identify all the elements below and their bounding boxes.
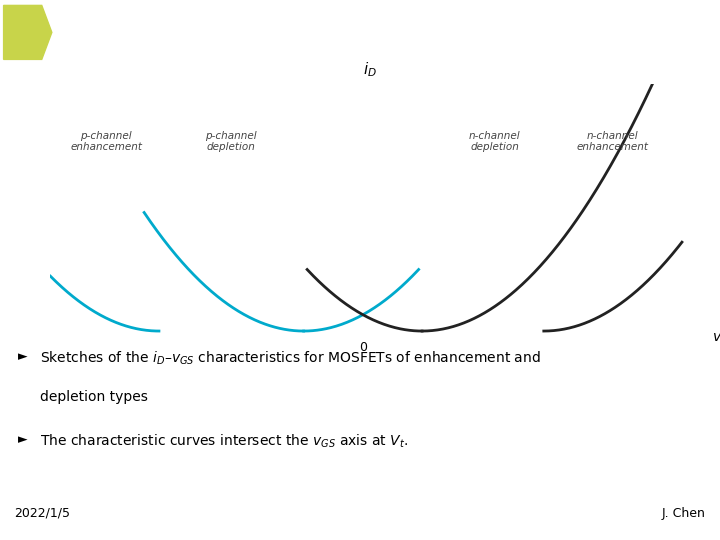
Text: J. Chen: J. Chen: [662, 507, 706, 519]
Text: $v_{GS}$: $v_{GS}$: [711, 332, 720, 346]
Text: $i_D$: $i_D$: [362, 60, 377, 79]
Text: p-channel
depletion: p-channel depletion: [205, 131, 257, 152]
Text: p-channel
enhancement: p-channel enhancement: [71, 131, 143, 152]
Text: Sketches of the $i_D$–$v_{GS}$ characteristics for MOSFETs of enhancement and: Sketches of the $i_D$–$v_{GS}$ character…: [40, 350, 541, 367]
Polygon shape: [4, 5, 52, 59]
Text: 2022/1/5: 2022/1/5: [14, 507, 71, 519]
Text: The characteristic curves intersect the $v_{GS}$ axis at $V_t$.: The characteristic curves intersect the …: [40, 433, 408, 450]
Text: n-channel
depletion: n-channel depletion: [469, 131, 521, 152]
Text: ►: ►: [18, 433, 27, 446]
Text: depletion types: depletion types: [40, 390, 148, 404]
Text: 4.11 The $\mathit{i_D}$–$\mathit{v_{GS}}$ characteristic in saturation: 4.11 The $\mathit{i_D}$–$\mathit{v_{GS}}…: [54, 21, 555, 44]
Text: 79: 79: [680, 25, 702, 40]
Text: n-channel
enhancement: n-channel enhancement: [577, 131, 649, 152]
Text: ►: ►: [18, 350, 27, 363]
Text: 0: 0: [359, 341, 367, 354]
